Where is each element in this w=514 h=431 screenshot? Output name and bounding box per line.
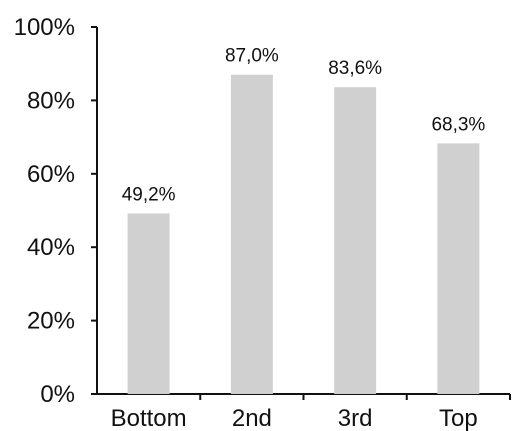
data-label: 87,0% xyxy=(225,46,279,67)
y-tick-label: 80% xyxy=(27,87,75,114)
bar-top xyxy=(437,143,480,394)
bar-3rd xyxy=(334,87,377,395)
x-category-label: 3rd xyxy=(338,405,373,431)
data-label: 83,6% xyxy=(328,58,382,79)
bar-series xyxy=(127,74,480,395)
data-labels: 49,2% 87,0% 83,6% 68,3% xyxy=(122,46,486,206)
data-label: 68,3% xyxy=(431,114,485,135)
y-tick-label: 20% xyxy=(27,308,75,335)
x-category-label: Bottom xyxy=(111,405,187,431)
y-tick-label: 0% xyxy=(40,381,75,408)
x-category-label: 2nd xyxy=(232,405,272,431)
y-tick-label: 100% xyxy=(14,14,75,41)
y-tick-label: 40% xyxy=(27,234,75,261)
x-axis: Bottom 2nd 3rd Top xyxy=(97,393,511,431)
y-axis: 0% 20% 40% 60% 80% 100% xyxy=(14,14,98,408)
bar-2nd xyxy=(230,74,273,395)
bar-bottom xyxy=(127,213,170,394)
data-label: 49,2% xyxy=(122,184,176,205)
x-category-label: Top xyxy=(439,405,478,431)
y-tick-label: 60% xyxy=(27,161,75,188)
